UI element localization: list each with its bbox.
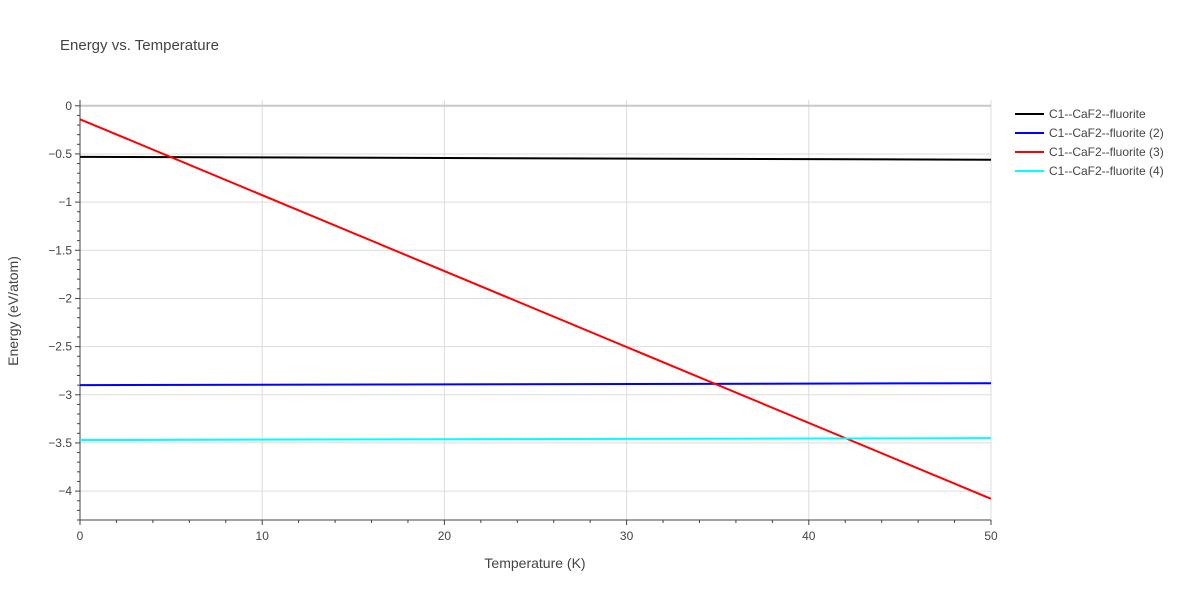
- legend-label: C1--CaF2--fluorite (2): [1049, 126, 1164, 140]
- y-tick-label: −2: [58, 291, 72, 305]
- axes: 0 10 20 30 40 50 0 −0.5 −1 −1.5 −2 −2.5 −3 −3.5 −4: [48, 99, 998, 543]
- y-tick-label: −3.5: [48, 436, 72, 450]
- x-tick-label: 20: [438, 529, 452, 543]
- legend-item[interactable]: C1--CaF2--fluorite (2): [1015, 126, 1164, 140]
- x-tick-label: 0: [77, 529, 84, 543]
- y-tick-label: −0.5: [48, 147, 72, 161]
- series-line: [79, 155, 992, 161]
- x-tick-label: 30: [620, 529, 634, 543]
- y-tick-label: −2.5: [48, 340, 72, 354]
- series-line: [79, 118, 992, 500]
- series-line: [79, 437, 992, 442]
- x-tick-label: 50: [984, 529, 998, 543]
- x-tick-label: 10: [256, 529, 270, 543]
- y-tick-label: 0: [65, 99, 72, 113]
- legend-item[interactable]: C1--CaF2--fluorite (3): [1015, 145, 1164, 159]
- legend-item[interactable]: C1--CaF2--fluorite: [1015, 107, 1146, 121]
- series-lines: [79, 118, 992, 500]
- y-tick-label: −1: [58, 195, 72, 209]
- x-axis-title: Temperature (K): [484, 555, 585, 571]
- legend-label: C1--CaF2--fluorite (3): [1049, 145, 1164, 159]
- legend[interactable]: C1--CaF2--fluorite C1--CaF2--fluorite (2)…: [1015, 107, 1164, 178]
- series-line: [79, 382, 992, 387]
- grid: [80, 100, 992, 520]
- chart-title: Energy vs. Temperature: [60, 37, 219, 54]
- y-tick-label: −1.5: [48, 243, 72, 257]
- x-tick-label: 40: [802, 529, 816, 543]
- legend-label: C1--CaF2--fluorite: [1049, 107, 1146, 121]
- y-axis-title: Energy (eV/atom): [5, 256, 21, 366]
- y-tick-label: −4: [58, 484, 72, 498]
- legend-item[interactable]: C1--CaF2--fluorite (4): [1015, 164, 1164, 178]
- legend-label: C1--CaF2--fluorite (4): [1049, 164, 1164, 178]
- y-tick-label: −3: [58, 388, 72, 402]
